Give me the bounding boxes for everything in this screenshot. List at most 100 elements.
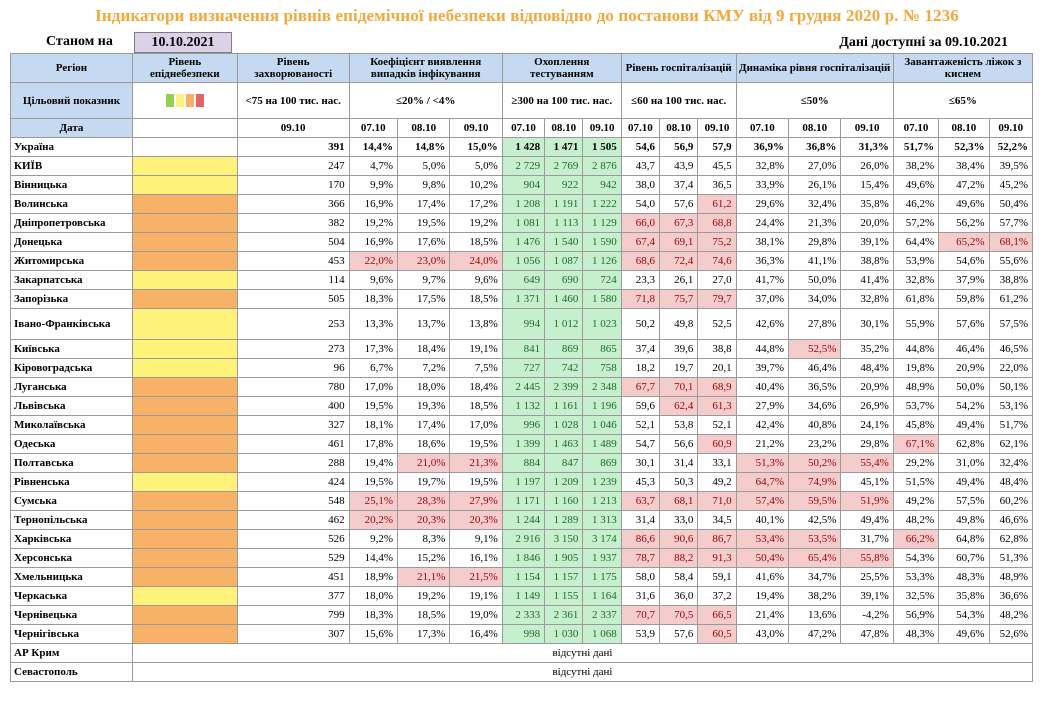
detection-value: 17,0% — [348, 377, 398, 397]
hosp-value: 66,0 — [620, 213, 661, 233]
dynamics-value: 40,8% — [788, 415, 842, 435]
date-cell: 09.10 — [988, 118, 1034, 138]
epidemic-level-cell — [131, 434, 238, 454]
dynamics-value: 57,4% — [735, 491, 790, 511]
region-name: Сумська — [10, 491, 133, 511]
target-hosp: ≤60 на 100 тис. нас. — [620, 82, 737, 119]
hosp-value: 58,4 — [659, 567, 699, 587]
oxygen-value: 59,8% — [938, 289, 990, 309]
hosp-value: 37,2 — [697, 586, 737, 606]
incidence-value: 461 — [236, 434, 350, 454]
hosp-value: 68,9 — [697, 377, 737, 397]
detection-value: 13,3% — [348, 308, 398, 340]
hosp-value: 38,8 — [697, 339, 737, 359]
dynamics-value: 36,9% — [735, 137, 790, 157]
incidence-value: 327 — [236, 415, 350, 435]
oxygen-value: 53,3% — [892, 567, 940, 587]
incidence-value: 529 — [236, 548, 350, 568]
detection-value: 19,0% — [449, 605, 503, 625]
region-name: Житомирська — [10, 251, 133, 271]
dynamics-value: 29,6% — [735, 194, 790, 214]
testing-value: 1 399 — [501, 434, 546, 454]
dynamics-value: 52,5% — [788, 339, 842, 359]
testing-value: 869 — [582, 453, 622, 473]
dynamics-value: 21,4% — [735, 605, 790, 625]
dynamics-value: 13,6% — [788, 605, 842, 625]
dynamics-value: 24,1% — [840, 415, 894, 435]
testing-value: 3 150 — [544, 529, 584, 549]
oxygen-value: 52,3% — [938, 137, 990, 157]
hosp-value: 70,5 — [659, 605, 699, 625]
dynamics-value: 51,9% — [840, 491, 894, 511]
target-detection: ≤20% / <4% — [348, 82, 503, 119]
epidemic-level-cell — [131, 358, 238, 378]
oxygen-value: 38,2% — [892, 156, 940, 176]
region-name: Волинська — [10, 194, 133, 214]
header-incidence: Рівень захворюваності — [236, 53, 350, 83]
detection-value: 18,4% — [449, 377, 503, 397]
testing-value: 1 157 — [544, 567, 584, 587]
testing-value: 1 171 — [501, 491, 546, 511]
oxygen-value: 67,1% — [892, 434, 940, 454]
target-incidence: <75 на 100 тис. нас. — [236, 82, 350, 119]
oxygen-value: 54,3% — [892, 548, 940, 568]
detection-value: 27,9% — [449, 491, 503, 511]
header-oxygen: Завантаженість ліжок з киснем — [892, 53, 1034, 83]
hosp-value: 57,6 — [659, 194, 699, 214]
testing-value: 1 239 — [582, 472, 622, 492]
region-name: Вінницька — [10, 175, 133, 195]
dynamics-value: 44,8% — [735, 339, 790, 359]
table-row: Харківська 526 9,2% 8,3% 9,1% 2 916 3 150 3 174… — [10, 529, 1034, 549]
region-name: Миколаївська — [10, 415, 133, 435]
detection-value: 25,1% — [348, 491, 398, 511]
dynamics-value: 21,2% — [735, 434, 790, 454]
dynamics-value: 30,1% — [840, 308, 894, 340]
testing-value: 994 — [501, 308, 546, 340]
detection-value: 17,4% — [396, 415, 451, 435]
epidemic-level-cell — [131, 377, 238, 397]
detection-value: 13,8% — [449, 308, 503, 340]
detection-value: 9,1% — [449, 529, 503, 549]
incidence-value: 424 — [236, 472, 350, 492]
dynamics-value: 50,4% — [735, 548, 790, 568]
oxygen-value: 51,7% — [892, 137, 940, 157]
hosp-value: 59,1 — [697, 567, 737, 587]
table-row: Полтавська 288 19,4% 21,0% 21,3% 884 847 869 30,… — [10, 453, 1034, 473]
testing-value: 1 175 — [582, 567, 622, 587]
table-row: Луганська 780 17,0% 18,0% 18,4% 2 445 2 399 2 3… — [10, 377, 1034, 397]
detection-value: 16,4% — [449, 624, 503, 644]
dynamics-value: 55,4% — [840, 453, 894, 473]
dynamics-value: 34,6% — [788, 396, 842, 416]
oxygen-value: 49,6% — [892, 175, 940, 195]
detection-value: 14,8% — [396, 137, 451, 157]
detection-value: 9,6% — [449, 270, 503, 290]
epidemic-level-cell — [131, 137, 238, 157]
oxygen-value: 48,2% — [892, 510, 940, 530]
epidemic-level-cell — [131, 624, 238, 644]
testing-value: 1 160 — [544, 491, 584, 511]
oxygen-value: 49,6% — [938, 194, 990, 214]
detection-value: 8,3% — [396, 529, 451, 549]
hosp-value: 45,3 — [620, 472, 661, 492]
testing-value: 2 445 — [501, 377, 546, 397]
hosp-value: 19,7 — [659, 358, 699, 378]
dynamics-value: 41,6% — [735, 567, 790, 587]
oxygen-value: 57,7% — [988, 213, 1034, 233]
testing-value: 1 209 — [544, 472, 584, 492]
region-name: КИЇВ — [10, 156, 133, 176]
oxygen-value: 52,6% — [988, 624, 1034, 644]
hosp-value: 72,4 — [659, 251, 699, 271]
testing-value: 1 056 — [501, 251, 546, 271]
dynamics-value: 29,8% — [788, 232, 842, 252]
hosp-value: 34,5 — [697, 510, 737, 530]
testing-value: 1 846 — [501, 548, 546, 568]
as-of-date: 10.10.2021 — [134, 32, 232, 53]
detection-value: 20,3% — [396, 510, 451, 530]
oxygen-value: 49,4% — [938, 472, 990, 492]
epidemic-level-cell — [131, 415, 238, 435]
detection-value: 7,2% — [396, 358, 451, 378]
date-cell: 08.10 — [396, 118, 451, 138]
hosp-value: 31,4 — [659, 453, 699, 473]
detection-value: 18,4% — [396, 339, 451, 359]
hosp-value: 18,2 — [620, 358, 661, 378]
